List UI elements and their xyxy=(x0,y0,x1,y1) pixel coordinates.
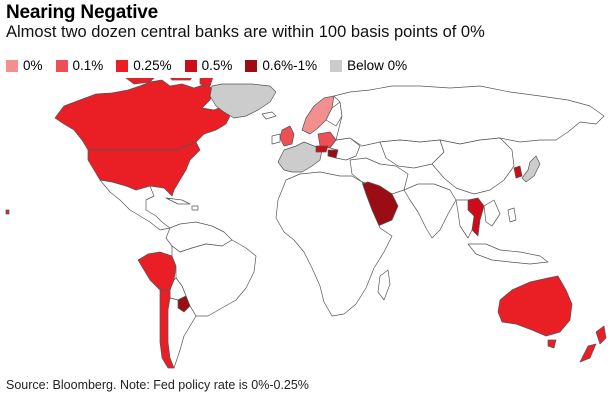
legend-swatch-4 xyxy=(245,59,258,72)
region-scandinavia xyxy=(301,95,335,135)
region-canada xyxy=(54,79,233,151)
legend-label-4: 0.6%-1% xyxy=(262,58,318,73)
legend-label-5: Below 0% xyxy=(347,58,408,73)
legend-label-0: 0% xyxy=(23,58,43,73)
region-china xyxy=(431,137,515,195)
region-indonesia xyxy=(467,207,549,265)
region-pacific-mark xyxy=(5,209,10,215)
region-mexico xyxy=(99,179,171,231)
world-map xyxy=(5,78,607,369)
region-canada-arctic xyxy=(125,78,214,87)
map-legend: 0% 0.1% 0.25% 0.5% 0.6%-1% Below 0% xyxy=(6,58,420,73)
legend-swatch-1 xyxy=(55,59,68,72)
source-note: Source: Bloomberg. Note: Fed policy rate… xyxy=(6,378,309,392)
region-argentina xyxy=(167,297,197,369)
region-ireland xyxy=(271,133,281,145)
legend-swatch-3 xyxy=(184,59,197,72)
legend-item-5: Below 0% xyxy=(330,58,407,73)
region-se-asia xyxy=(455,199,501,239)
region-africa xyxy=(275,171,393,317)
legend-label-2: 0.25% xyxy=(133,58,172,73)
legend-item-1: 0.1% xyxy=(55,58,104,73)
legend-label-1: 0.1% xyxy=(72,58,104,73)
region-tasmania xyxy=(547,339,557,349)
legend-swatch-2 xyxy=(116,59,129,72)
region-caribbean xyxy=(165,197,199,211)
legend-item-4: 0.6%-1% xyxy=(245,58,317,73)
region-south-korea xyxy=(513,165,523,179)
legend-swatch-5 xyxy=(330,59,343,72)
legend-item-0: 0% xyxy=(6,58,43,73)
legend-label-3: 0.5% xyxy=(201,58,233,73)
region-peru xyxy=(137,251,177,291)
legend-swatch-0 xyxy=(6,59,18,72)
map-subtitle: Almost two dozen central banks are withi… xyxy=(6,23,485,41)
region-uk xyxy=(279,125,295,147)
region-eastern-europe xyxy=(329,137,361,161)
map-title: Nearing Negative xyxy=(6,2,159,23)
region-czech xyxy=(315,145,329,153)
region-japan xyxy=(521,155,541,183)
region-greenland xyxy=(209,83,277,119)
legend-item-3: 0.5% xyxy=(184,58,233,73)
region-india xyxy=(403,183,457,239)
region-russia xyxy=(333,85,605,147)
region-madagascar xyxy=(377,269,391,301)
region-new-zealand xyxy=(579,325,607,363)
region-australia xyxy=(497,275,573,337)
region-western-europe xyxy=(277,141,323,173)
legend-item-2: 0.25% xyxy=(116,58,172,73)
region-iceland xyxy=(261,111,277,120)
